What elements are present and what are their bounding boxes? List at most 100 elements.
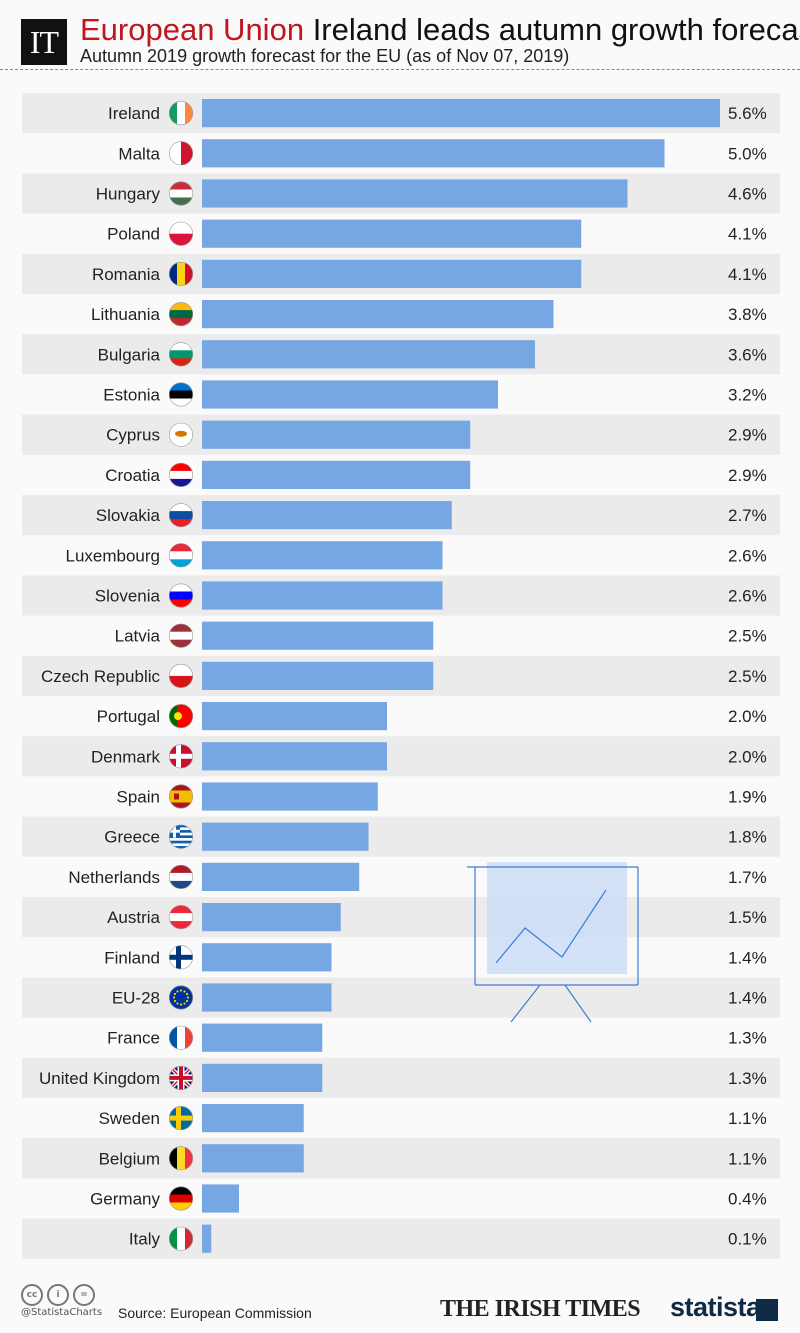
bar-row: Germany 0.4% [90, 1184, 767, 1213]
flag-icon [169, 181, 193, 206]
bar-row: Bulgaria 3.6% [22, 334, 780, 375]
value-label: 4.1% [728, 265, 767, 284]
category-label: Greece [104, 828, 160, 847]
flag-icon [169, 704, 193, 729]
value-label: 2.9% [728, 466, 767, 485]
value-label: 1.9% [728, 788, 767, 807]
bar [202, 340, 535, 369]
bar-row: France 1.3% [107, 1023, 767, 1052]
category-label: Spain [117, 788, 160, 807]
bar-row: Latvia 2.5% [115, 621, 767, 650]
value-label: 3.6% [728, 345, 767, 364]
value-label: 1.5% [728, 908, 767, 927]
flag-icon [169, 985, 193, 1010]
category-label: Slovenia [95, 587, 161, 606]
bar [202, 300, 554, 329]
flag-icon [169, 1226, 193, 1251]
flag-icon [169, 905, 193, 930]
value-label: 2.6% [728, 546, 767, 565]
category-label: Czech Republic [41, 667, 161, 686]
category-label: Italy [129, 1230, 161, 1249]
bar-row: Estonia 3.2% [103, 380, 767, 409]
value-label: 1.1% [728, 1149, 767, 1168]
bar-row: Finland 1.4% [104, 943, 767, 972]
title-text: Ireland leads autumn growth forecast [312, 12, 800, 47]
bar-row: Denmark 2.0% [22, 736, 780, 777]
row-background [22, 897, 780, 938]
bar [202, 661, 434, 690]
category-label: Austria [107, 908, 160, 927]
bar-row: Belgium 1.1% [22, 1138, 780, 1179]
bar [202, 742, 387, 771]
bar [202, 1224, 212, 1253]
flag-icon [169, 342, 193, 367]
category-label: Lithuania [91, 305, 161, 324]
category-label: United Kingdom [39, 1069, 160, 1088]
bar-row: Malta 5.0% [118, 139, 767, 168]
category-label: Germany [90, 1190, 160, 1209]
category-label: Netherlands [68, 868, 160, 887]
bar-row: Poland 4.1% [107, 219, 767, 248]
value-label: 2.7% [728, 506, 767, 525]
value-label: 0.4% [728, 1190, 767, 1209]
category-label: EU-28 [112, 989, 160, 1008]
bar-row: Portugal 2.0% [97, 702, 767, 731]
value-label: 1.3% [728, 1069, 767, 1088]
bar [202, 139, 665, 168]
flag-icon [169, 462, 193, 487]
attribution-icon: i [47, 1284, 69, 1306]
statista-mark-icon [756, 1299, 778, 1321]
value-label: 2.6% [728, 587, 767, 606]
statista-handle: @StatistaCharts [21, 1307, 103, 1318]
bar-row: Slovenia 2.6% [22, 575, 780, 616]
bar [202, 1063, 323, 1092]
bar-row: Cyprus 2.9% [22, 414, 780, 455]
flag-icon [169, 1025, 193, 1050]
flag-icon [169, 623, 193, 648]
flag-icon [169, 1106, 193, 1131]
irish-times-wordmark: THE IRISH TIMES [440, 1296, 641, 1322]
flag-icon [169, 663, 193, 688]
value-label: 2.0% [728, 707, 767, 726]
bar [202, 1144, 304, 1173]
category-label: Denmark [91, 747, 160, 766]
cc-icon: cc [21, 1284, 43, 1306]
bar-row: Croatia 2.9% [105, 460, 767, 489]
category-label: Romania [92, 265, 161, 284]
bar [202, 581, 443, 610]
flag-icon [169, 543, 193, 568]
bar [202, 943, 332, 972]
bar-row: Sweden 1.1% [99, 1104, 767, 1133]
category-label: Poland [107, 225, 160, 244]
value-label: 4.1% [728, 225, 767, 244]
value-label: 5.0% [728, 144, 767, 163]
value-label: 1.7% [728, 868, 767, 887]
flag-icon [169, 302, 193, 327]
bar-row: Hungary 4.6% [22, 173, 780, 214]
flag-icon [169, 221, 193, 246]
flag-icon [169, 1146, 193, 1171]
category-label: Ireland [108, 104, 160, 123]
category-label: Luxembourg [65, 546, 160, 565]
bar [202, 1104, 304, 1133]
flag-icon [169, 141, 193, 166]
source-note: Source: European Commission [118, 1305, 312, 1321]
flag-icon [169, 824, 193, 849]
chart-presentation-icon [467, 862, 639, 1023]
row-background [22, 816, 780, 857]
bar-row: Greece 1.8% [22, 816, 780, 857]
bar [202, 903, 341, 932]
divider [0, 69, 800, 70]
chart-subtitle: Autumn 2019 growth forecast for the EU (… [80, 46, 570, 66]
title-highlight: European Union [80, 12, 305, 47]
chart-title: European Union Ireland leads autumn grow… [80, 12, 800, 48]
value-label: 1.4% [728, 989, 767, 1008]
category-label: Sweden [99, 1109, 160, 1128]
bar-row: Slovakia 2.7% [22, 495, 780, 536]
flag-icon [169, 261, 193, 286]
bar [202, 99, 720, 128]
value-label: 5.6% [728, 104, 767, 123]
bar [202, 219, 582, 248]
bar-row: Spain 1.9% [117, 782, 767, 811]
